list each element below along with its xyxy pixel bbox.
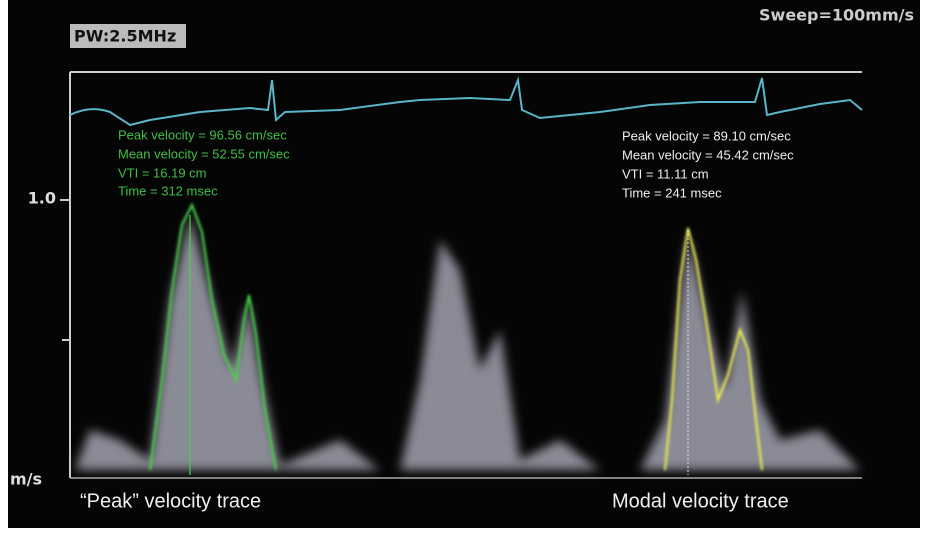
axis-tick-label: 1.0 — [28, 189, 56, 208]
page: PW:2.5MHz Sweep=100mm/s 1.0 m/s Peak vel… — [0, 0, 928, 534]
sweep-label: Sweep=100mm/s — [759, 6, 914, 25]
axis-unit: m/s — [10, 470, 42, 489]
mode-label: PW:2.5MHz — [74, 27, 176, 46]
doppler-screen: PW:2.5MHz Sweep=100mm/s 1.0 m/s Peak vel… — [0, 0, 928, 534]
measurement: Time = 312 msec — [118, 183, 218, 198]
measurement: Peak velocity = 96.56 cm/sec — [118, 127, 287, 142]
measurement: Mean velocity = 45.42 cm/sec — [622, 147, 794, 162]
measurement: Time = 241 msec — [622, 185, 722, 200]
measurement: VTI = 11.11 cm — [622, 166, 709, 181]
measurement: VTI = 16.19 cm — [118, 165, 207, 180]
caption: “Peak” velocity trace — [80, 490, 261, 512]
measurement: Mean velocity = 52.55 cm/sec — [118, 146, 290, 161]
caption: Modal velocity trace — [612, 490, 789, 512]
measurement: Peak velocity = 89.10 cm/sec — [622, 128, 791, 143]
